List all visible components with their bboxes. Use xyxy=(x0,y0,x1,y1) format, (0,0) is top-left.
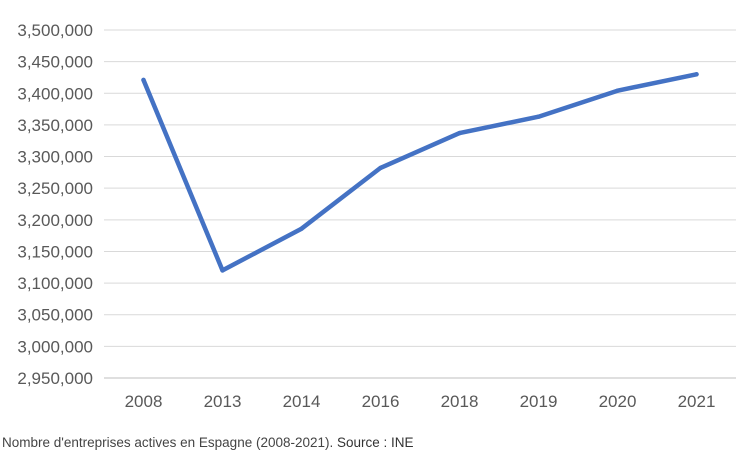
y-tick-label: 3,350,000 xyxy=(17,116,93,135)
x-tick-label: 2021 xyxy=(678,392,716,411)
y-tick-label: 3,150,000 xyxy=(17,242,93,261)
x-tick-label: 2014 xyxy=(283,392,321,411)
data-point xyxy=(220,268,225,273)
data-point xyxy=(536,114,541,119)
y-tick-label: 3,250,000 xyxy=(17,179,93,198)
caption-source: Source : INE xyxy=(337,435,414,450)
x-axis-tick-labels: 2008 2013 2014 2016 2018 2019 2020 2021 xyxy=(125,392,716,411)
y-tick-label: 3,400,000 xyxy=(17,84,93,103)
data-point xyxy=(615,88,620,93)
y-tick-label: 3,050,000 xyxy=(17,306,93,325)
series-layer xyxy=(141,72,699,273)
series-line xyxy=(141,72,699,273)
y-tick-label: 3,000,000 xyxy=(17,337,93,356)
x-tick-label: 2018 xyxy=(441,392,479,411)
x-tick-label: 2019 xyxy=(520,392,558,411)
x-tick-label: 2016 xyxy=(362,392,400,411)
y-tick-label: 3,100,000 xyxy=(17,274,93,293)
gridlines xyxy=(104,29,736,379)
figure-caption: Nombre d'entreprises actives en Espagne … xyxy=(2,435,414,450)
y-tick-label: 3,200,000 xyxy=(17,211,93,230)
y-axis-tick-labels: 2,950,000 3,000,000 3,050,000 3,100,000 3,15… xyxy=(17,21,93,388)
line-chart: 2,950,000 3,000,000 3,050,000 3,100,000 3,15… xyxy=(17,21,736,411)
data-point xyxy=(378,165,383,171)
x-tick-label: 2020 xyxy=(599,392,637,411)
x-tick-label: 2013 xyxy=(204,392,242,411)
data-point xyxy=(141,77,146,83)
x-tick-label: 2008 xyxy=(125,392,163,411)
caption-text: Nombre d'entreprises actives en Espagne … xyxy=(2,435,334,450)
data-point xyxy=(457,130,462,136)
y-tick-label: 2,950,000 xyxy=(17,369,93,388)
y-tick-label: 3,300,000 xyxy=(17,148,93,167)
y-tick-label: 3,450,000 xyxy=(17,53,93,72)
data-point xyxy=(299,226,304,231)
data-point xyxy=(694,72,699,77)
y-tick-label: 3,500,000 xyxy=(17,21,93,40)
